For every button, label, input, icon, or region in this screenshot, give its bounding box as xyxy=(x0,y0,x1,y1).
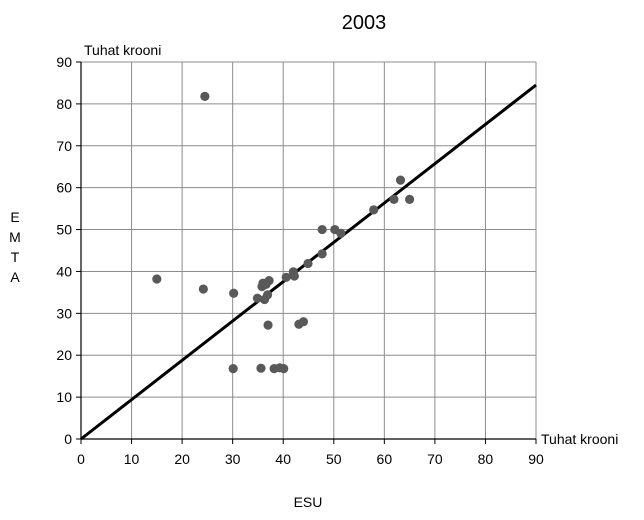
x-tick-label: 40 xyxy=(275,451,291,467)
data-point xyxy=(263,320,273,330)
axes xyxy=(76,61,537,444)
data-point xyxy=(200,91,210,101)
data-point xyxy=(303,258,313,269)
data-points xyxy=(152,91,415,374)
data-point xyxy=(405,194,415,204)
y-tick-label: 70 xyxy=(56,138,72,154)
data-point xyxy=(228,364,238,374)
data-point xyxy=(281,272,291,282)
data-point xyxy=(229,288,239,298)
data-point xyxy=(336,228,346,238)
y-tick-label: 60 xyxy=(56,180,72,196)
x-tick-label: 60 xyxy=(377,451,393,467)
y-tick-label: 80 xyxy=(56,96,72,112)
x-tick-label: 70 xyxy=(427,451,443,467)
data-point xyxy=(289,271,299,281)
data-point xyxy=(317,224,327,235)
data-point xyxy=(256,363,266,373)
data-point xyxy=(152,274,162,284)
x-tick-label: 20 xyxy=(174,451,190,467)
data-point xyxy=(395,175,406,185)
y-tick-label: 30 xyxy=(56,305,72,321)
y-tick-label: 90 xyxy=(56,54,72,70)
tick-labels: 0 10 20 30 40 50 60 70 80 90 0 10 20 30 40 50 60 70 80 90 xyxy=(56,54,544,467)
data-point xyxy=(264,276,274,286)
x-tick-label: 30 xyxy=(225,451,241,467)
data-point xyxy=(198,284,208,294)
data-point xyxy=(279,364,289,374)
x-unit-label: Tuhat krooni xyxy=(541,431,618,447)
y-unit-label: Tuhat krooni xyxy=(84,42,161,58)
x-tick-label: 50 xyxy=(326,451,342,467)
x-tick-label: 90 xyxy=(528,451,544,467)
data-point xyxy=(369,205,379,215)
y-tick-label: 0 xyxy=(64,431,72,447)
data-point xyxy=(389,194,399,204)
y-tick-label: 10 xyxy=(56,389,72,405)
data-point xyxy=(252,293,263,303)
y-tick-label: 50 xyxy=(56,222,72,238)
y-tick-label: 20 xyxy=(56,347,72,363)
data-point xyxy=(317,249,327,259)
x-tick-label: 10 xyxy=(124,451,140,467)
data-point xyxy=(298,317,309,327)
chart-title: 2003 xyxy=(342,12,387,34)
x-axis-label: ESU xyxy=(294,494,323,510)
x-tick-label: 0 xyxy=(77,451,85,467)
y-tick-label: 40 xyxy=(56,263,72,279)
grid-lines xyxy=(81,61,537,439)
data-point xyxy=(262,290,273,300)
x-tick-label: 80 xyxy=(478,451,494,467)
